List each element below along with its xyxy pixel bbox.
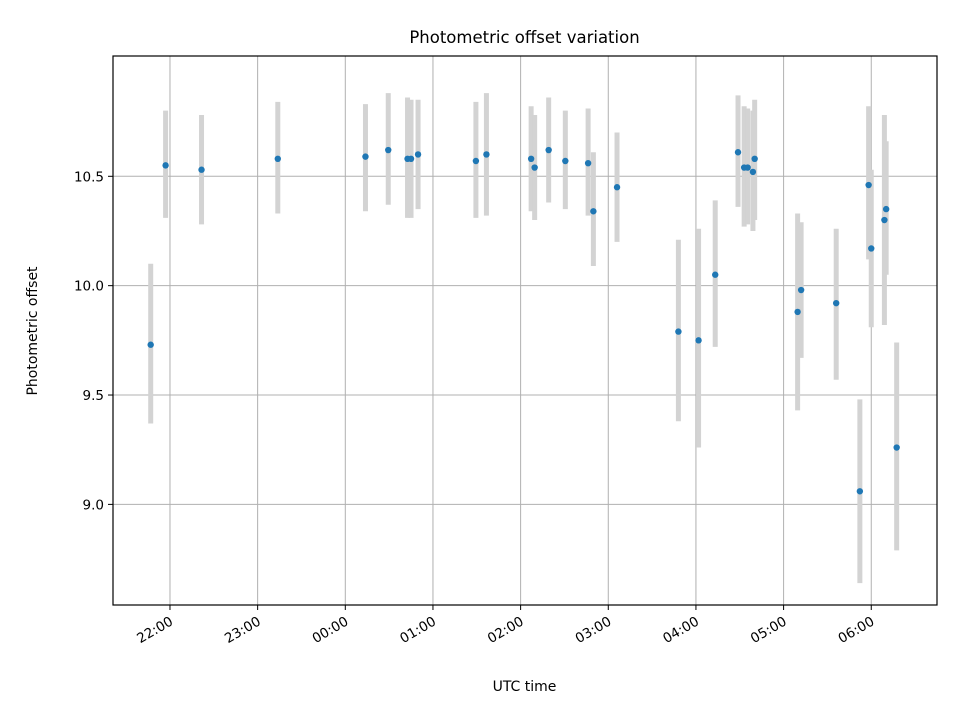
- data-point: [882, 205, 890, 213]
- data-point: [734, 149, 742, 156]
- y-tick-label: 10.5: [74, 169, 104, 185]
- data-point: [797, 286, 805, 294]
- data-point: [590, 208, 597, 215]
- data-point: [527, 155, 535, 163]
- data-point: [695, 337, 702, 344]
- data-point: [868, 245, 875, 252]
- data-point: [162, 162, 169, 169]
- data-point: [198, 166, 205, 173]
- data-point: [865, 181, 872, 189]
- data-point: [531, 164, 538, 171]
- data-point: [545, 146, 552, 154]
- data-point: [362, 153, 369, 160]
- data-point: [385, 146, 392, 154]
- data-point: [881, 216, 888, 224]
- data-point: [751, 155, 758, 163]
- data-point: [472, 157, 480, 165]
- data-point: [832, 299, 840, 307]
- y-axis-ticks: 9.0 9.5 10.0 10.5: [74, 169, 113, 513]
- data-point: [147, 341, 154, 348]
- data-point: [794, 308, 801, 316]
- data-point: [893, 444, 900, 451]
- data-point: [562, 157, 569, 165]
- y-tick-label: 10.0: [74, 279, 104, 295]
- y-tick-label: 9.5: [83, 388, 104, 404]
- data-point: [407, 155, 415, 163]
- data-point: [613, 184, 621, 191]
- x-axis-label: UTC time: [493, 679, 557, 695]
- chart-title: Photometric offset variation: [409, 28, 639, 47]
- data-point: [712, 271, 719, 278]
- plot-frame: [112, 55, 938, 606]
- data-point: [856, 488, 864, 495]
- grid-lines: [113, 56, 937, 605]
- data-point: [274, 155, 281, 163]
- data-point: [744, 164, 751, 171]
- y-tick-label: 9.0: [83, 497, 104, 513]
- data-point: [584, 159, 592, 167]
- y-axis-label: Photometric offset: [25, 266, 41, 396]
- data-point: [749, 168, 757, 176]
- data-point: [675, 328, 682, 335]
- data-point: [414, 151, 422, 158]
- data-point: [483, 151, 490, 158]
- data-points: [147, 146, 900, 495]
